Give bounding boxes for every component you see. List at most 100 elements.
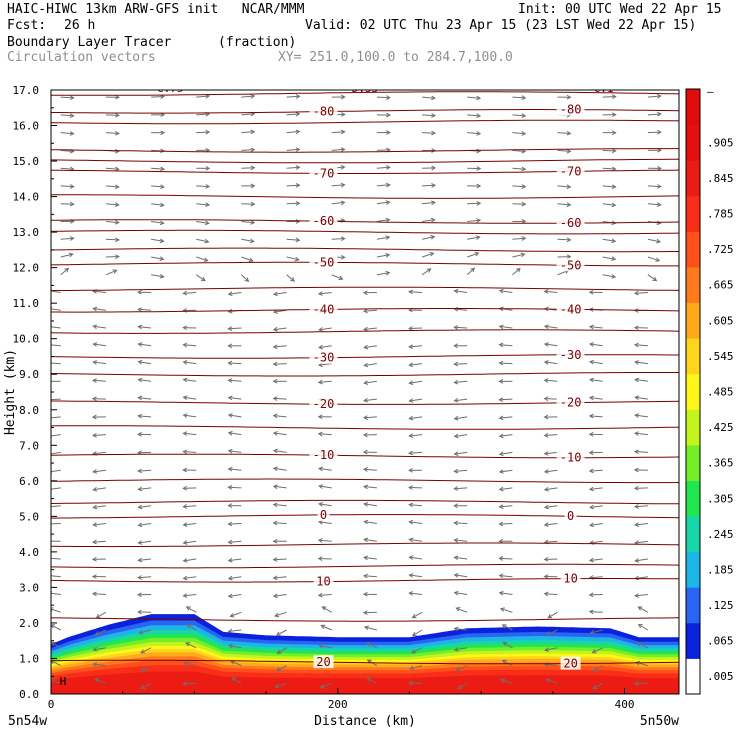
circulation-vector [228,468,242,471]
vector-arrowhead [159,238,165,244]
surface-label: H [60,675,67,688]
vector-arrowhead [137,468,143,474]
circulation-vector [183,344,197,347]
circulation-vector [241,167,255,169]
circulation-vector [318,380,332,383]
vector-arrowhead [476,131,482,136]
vector-arrowhead [408,591,414,596]
circulation-vector [467,202,481,205]
circulation-vector [93,343,106,347]
circulation-vector [241,238,254,242]
vector-arrowhead [657,129,662,135]
vector-arrowhead [408,326,413,331]
circulation-vector [500,679,513,684]
circulation-vector [499,451,513,455]
vector-arrowhead [69,184,75,189]
isotherm-contour [51,453,679,459]
vector-arrowhead [137,522,143,528]
circulation-vector [409,574,423,578]
plot-frame [50,89,680,695]
circulation-vector [138,415,152,418]
vector-arrowhead [498,397,504,402]
circulation-vector [286,131,300,134]
circulation-vector [184,662,197,667]
vector-arrowhead [656,238,662,244]
vector-arrowhead [611,130,617,136]
circulation-vector [589,397,603,400]
circulation-vector [60,185,74,188]
vector-arrowhead [182,360,188,365]
colorbar-label: .365 [707,457,734,470]
circulation-vector [228,432,242,436]
circulation-vector [647,131,661,134]
y-tick-label: 8.0 [19,404,39,417]
circulation-vector [183,594,197,597]
vector-arrowhead [92,647,98,652]
vector-arrowhead [320,624,326,629]
circulation-vector [228,486,242,489]
vector-arrowhead [340,236,346,242]
circulation-vector [544,361,558,365]
vector-arrowhead [498,324,504,330]
circulation-vector [376,166,390,169]
circulation-vector [273,345,287,348]
circulation-vector [331,274,343,280]
circulation-vector [364,557,377,560]
vector-arrowhead [516,267,521,273]
circulation-vector [140,647,152,654]
circulation-vector [241,221,255,224]
colorbar-swatch [686,516,700,553]
vector-arrowhead [295,94,301,99]
isotherm-contour [51,354,679,359]
circulation-vector [51,557,61,560]
contour-label: -50 [313,255,335,269]
circulation-vector [151,203,164,206]
vector-arrowhead [69,131,75,136]
vector-arrowhead [318,484,324,489]
vector-arrowhead [498,556,504,561]
contour-label-bg [560,571,581,585]
vector-arrowhead [272,291,278,297]
vector-arrowhead [634,522,639,527]
circulation-vector [105,114,119,116]
circulation-vector [228,379,242,382]
colorbar-swatch [686,480,700,517]
circulation-vector [196,185,210,188]
vector-arrowhead [656,184,662,189]
colorbar-swatch [686,409,700,446]
vector-arrowhead [363,537,369,543]
vector-arrowhead [547,614,553,619]
circulation-vector [647,113,661,116]
circulation-vector [467,96,481,99]
vector-arrowhead [543,324,549,329]
circulation-vector [409,592,423,595]
vector-arrowhead [137,289,142,295]
vector-arrowhead [363,502,369,507]
circulation-vector [454,628,468,631]
circulation-vector [183,505,197,508]
vector-arrowhead [137,395,143,401]
vector-arrowhead [408,502,414,508]
isotherm-contour [51,91,679,96]
circulation-vector [320,682,332,688]
vector-arrowhead [455,666,461,671]
colorbar-swatch [686,124,700,161]
circulation-vector [457,682,468,690]
circulation-vector [183,396,197,400]
circulation-vector [589,343,603,347]
vector-arrowhead [275,667,281,672]
vector-arrowhead [250,219,256,225]
colorbar-label: .665 [707,279,734,292]
circulation-vector [105,185,119,188]
circulation-vector [602,203,616,206]
vector-arrowhead [182,485,188,491]
contour-label: 0 [320,508,327,522]
vector-arrowhead [498,360,504,366]
circulation-vector [228,629,242,632]
vector-arrowhead [453,486,459,491]
vector-arrowhead [272,431,278,436]
vector-arrowhead [476,113,482,119]
vector-arrowhead [137,413,143,419]
vector-arrowhead [385,165,391,170]
circulation-vector [274,611,287,617]
